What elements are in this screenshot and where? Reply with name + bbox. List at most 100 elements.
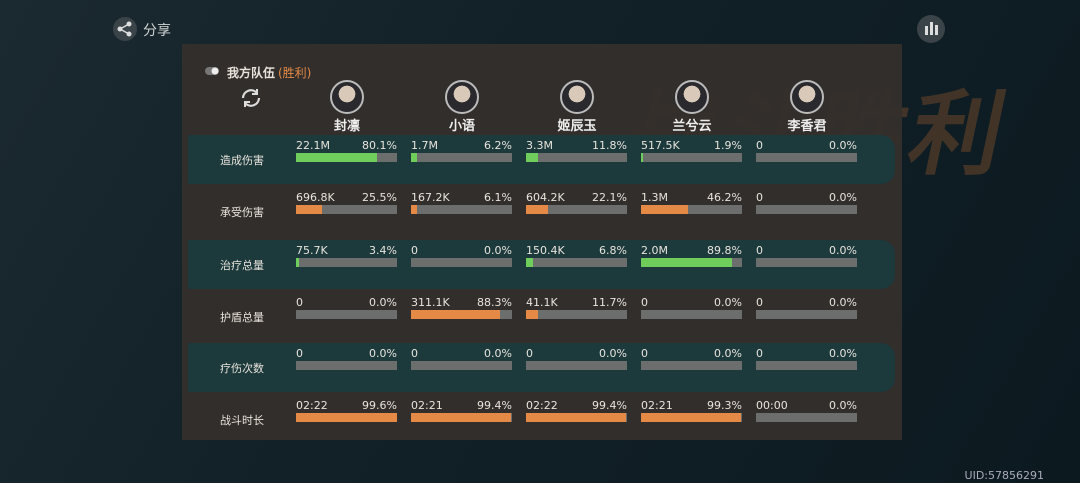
row-label: 承受伤害 — [220, 206, 264, 219]
amount: 02:21 — [641, 399, 673, 412]
amount: 1.3M — [641, 191, 668, 204]
share-label: 0.0% — [829, 191, 857, 204]
amount: 75.7K — [296, 244, 328, 257]
bar-track — [411, 205, 512, 214]
amount: 696.8K — [296, 191, 335, 204]
row-label: 战斗时长 — [220, 414, 264, 427]
bar-track — [641, 205, 742, 214]
amount: 150.4K — [526, 244, 565, 257]
share-label: 99.4% — [592, 399, 627, 412]
share-label: 0.0% — [829, 347, 857, 360]
bar — [526, 205, 549, 214]
bar — [641, 153, 643, 162]
character-name: 小语 — [448, 119, 475, 134]
amount: 517.5K — [641, 139, 680, 152]
bar-track — [641, 310, 742, 319]
share-button[interactable]: 分享 — [143, 23, 171, 39]
amount: 22.1M — [296, 139, 330, 152]
amount: 167.2K — [411, 191, 450, 204]
amount: 604.2K — [526, 191, 565, 204]
share-label: 6.1% — [484, 191, 512, 204]
amount: 41.1K — [526, 296, 558, 309]
bar-track — [641, 361, 742, 370]
bar — [641, 205, 688, 214]
row-label: 治疗总量 — [220, 259, 264, 272]
bar — [411, 310, 501, 319]
bar-track — [641, 153, 742, 162]
bar — [296, 153, 377, 162]
amount: 02:22 — [526, 399, 558, 412]
character-name: 兰兮云 — [672, 119, 712, 134]
amount: 0 — [296, 347, 303, 360]
bar — [411, 153, 418, 162]
bar-track — [526, 205, 627, 214]
character-name: 姬辰玉 — [557, 119, 597, 134]
bar — [296, 205, 322, 214]
bar-track — [526, 361, 627, 370]
share-label: 80.1% — [362, 139, 397, 152]
share-label: 1.9% — [714, 139, 742, 152]
amount: 0 — [756, 347, 763, 360]
share-label: 11.7% — [592, 296, 627, 309]
bar-track — [296, 310, 397, 319]
bar — [641, 258, 732, 267]
share-label: 0.0% — [369, 296, 397, 309]
share-label: 99.4% — [477, 399, 512, 412]
share-label: 0.0% — [484, 347, 512, 360]
share-label: 99.3% — [707, 399, 742, 412]
share-icon[interactable] — [112, 16, 138, 42]
share-label: 0.0% — [369, 347, 397, 360]
amount: 0 — [296, 296, 303, 309]
amount: 3.3M — [526, 139, 553, 152]
share-label: 22.1% — [592, 191, 627, 204]
share-label: 0.0% — [829, 296, 857, 309]
amount: 2.0M — [641, 244, 668, 257]
amount: 02:21 — [411, 399, 443, 412]
bar — [526, 153, 538, 162]
toggle-icon — [205, 67, 219, 75]
team-result: (胜利) — [278, 66, 312, 80]
bar-track — [411, 153, 512, 162]
share-label: 25.5% — [362, 191, 397, 204]
row-label: 疗伤次数 — [220, 362, 264, 375]
avatar — [445, 80, 479, 114]
bar-track — [296, 205, 397, 214]
share-label: 0.0% — [829, 139, 857, 152]
amount: 0 — [411, 347, 418, 360]
bar-track — [756, 413, 857, 422]
amount: 0 — [756, 296, 763, 309]
uid: UID:57856291 — [964, 469, 1044, 482]
amount: 0 — [756, 191, 763, 204]
refresh-icon[interactable] — [238, 86, 264, 110]
share-label: 0.0% — [714, 296, 742, 309]
bar-track — [756, 258, 857, 267]
avatar — [675, 80, 709, 114]
amount: 1.7M — [411, 139, 438, 152]
share-label: 0.0% — [484, 244, 512, 257]
row-label: 造成伤害 — [220, 154, 264, 167]
avatar — [790, 80, 824, 114]
amount: 02:22 — [296, 399, 328, 412]
stats-icon[interactable] — [916, 14, 946, 44]
character-name: 李香君 — [787, 119, 827, 134]
share-label: 0.0% — [829, 244, 857, 257]
amount: 0 — [641, 347, 648, 360]
amount: 0 — [756, 244, 763, 257]
bar — [526, 413, 627, 422]
avatar — [560, 80, 594, 114]
amount: 0 — [411, 244, 418, 257]
team-title: 我方队伍 — [227, 66, 276, 80]
share-label: 6.2% — [484, 139, 512, 152]
share-label: 0.0% — [829, 399, 857, 412]
bar — [641, 413, 742, 422]
avatar — [330, 80, 364, 114]
amount: 0 — [526, 347, 533, 360]
bar-track — [526, 310, 627, 319]
bar — [526, 310, 538, 319]
bar-track — [411, 361, 512, 370]
share-label: 0.0% — [599, 347, 627, 360]
bar — [411, 205, 418, 214]
share-label: 88.3% — [477, 296, 512, 309]
share-label: 46.2% — [707, 191, 742, 204]
